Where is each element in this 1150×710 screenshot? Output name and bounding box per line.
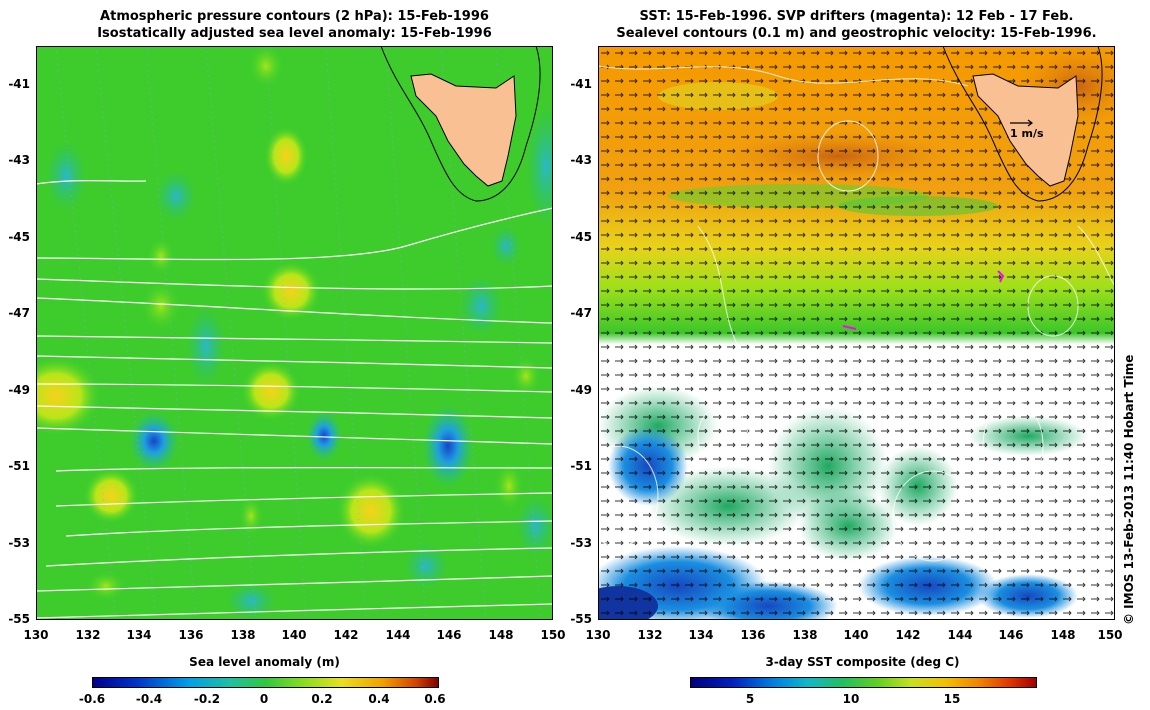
right-cb-tick: 10 <box>842 692 860 706</box>
left-cb-tick: 0.4 <box>368 692 390 706</box>
left-xtick: 132 <box>75 628 101 642</box>
left-colorbar <box>92 677 439 688</box>
velocity-scale-label: 1 m/s <box>1010 127 1044 140</box>
left-ytick: -49 <box>8 383 30 397</box>
right-xtick: 140 <box>843 628 869 642</box>
sst-svg: 1 m/s <box>598 46 1115 620</box>
left-ytick: -55 <box>8 612 30 626</box>
left-ytick: -53 <box>8 536 30 550</box>
left-xtick: 146 <box>436 628 462 642</box>
right-cb-tick: 15 <box>943 692 961 706</box>
left-ytick: -51 <box>8 459 30 473</box>
right-ytick: -47 <box>570 306 592 320</box>
right-title-line1: SST: 15-Feb-1996. SVP drifters (magenta)… <box>639 9 1074 24</box>
pressure-contours <box>36 180 553 619</box>
right-ytick: -55 <box>570 612 592 626</box>
left-xtick: 142 <box>333 628 359 642</box>
left-ytick: -45 <box>8 230 30 244</box>
left-cb-tick: 0.6 <box>424 692 446 706</box>
right-ytick: -51 <box>570 459 592 473</box>
left-title: Atmospheric pressure contours (2 hPa): 1… <box>36 8 553 42</box>
sea-level-anomaly-map <box>36 46 553 620</box>
right-xtick: 134 <box>688 628 714 642</box>
dotted-tracks <box>55 46 542 620</box>
velocity-scale-arrow <box>1010 119 1033 127</box>
sst-map: 1 m/s <box>598 46 1115 620</box>
left-xtick: 150 <box>540 628 566 642</box>
left-xtick: 144 <box>385 628 411 642</box>
right-xtick: 138 <box>792 628 818 642</box>
right-title-line2: Sealevel contours (0.1 m) and geostrophi… <box>616 26 1097 41</box>
sealevel-contours <box>598 65 1115 562</box>
right-ytick: -43 <box>570 153 592 167</box>
right-title: SST: 15-Feb-1996. SVP drifters (magenta)… <box>598 8 1115 42</box>
coastline <box>380 46 541 202</box>
left-xtick: 136 <box>178 628 204 642</box>
left-cb-tick: -0.2 <box>193 692 221 706</box>
imos-credit: © IMOS 13-Feb-2013 11:40 Hobart Time <box>1122 354 1136 625</box>
left-title-line2: Isostatically adjusted sea level anomaly… <box>97 26 492 41</box>
right-xtick: 136 <box>740 628 766 642</box>
right-xtick: 150 <box>1097 628 1123 642</box>
left-ytick: -41 <box>8 77 30 91</box>
right-xtick: 144 <box>947 628 973 642</box>
drifter-track-2 <box>842 325 857 330</box>
left-xtick: 140 <box>281 628 307 642</box>
right-ytick: -49 <box>570 383 592 397</box>
left-cb-tick: 0 <box>259 692 269 706</box>
right-xtick: 132 <box>637 628 663 642</box>
right-xtick: 148 <box>1050 628 1076 642</box>
sea-level-anomaly-svg <box>36 46 553 620</box>
anomaly-blobs <box>36 46 553 619</box>
right-xtick: 146 <box>998 628 1024 642</box>
right-xtick: 130 <box>585 628 611 642</box>
right-ytick: -41 <box>570 77 592 91</box>
drifter-track <box>997 270 1005 283</box>
right-ytick: -53 <box>570 536 592 550</box>
coastline <box>942 46 1103 202</box>
tasmania-land <box>972 73 1079 187</box>
left-xtick: 134 <box>126 628 152 642</box>
left-cb-tick: 0.2 <box>311 692 333 706</box>
right-cb-tick: 5 <box>745 692 755 706</box>
left-xtick: 148 <box>488 628 514 642</box>
left-xtick: 130 <box>23 628 49 642</box>
left-colorbar-title: Sea level anomaly (m) <box>189 655 340 669</box>
left-cb-tick: -0.6 <box>78 692 106 706</box>
right-colorbar <box>690 677 1037 688</box>
left-ytick: -47 <box>8 306 30 320</box>
tasmania-land <box>410 73 517 187</box>
right-xtick: 142 <box>895 628 921 642</box>
left-xtick: 138 <box>230 628 256 642</box>
left-ytick: -43 <box>8 153 30 167</box>
left-title-line1: Atmospheric pressure contours (2 hPa): 1… <box>100 9 489 24</box>
right-colorbar-title: 3-day SST composite (deg C) <box>765 655 960 669</box>
left-cb-tick: -0.4 <box>135 692 163 706</box>
right-ytick: -45 <box>570 230 592 244</box>
